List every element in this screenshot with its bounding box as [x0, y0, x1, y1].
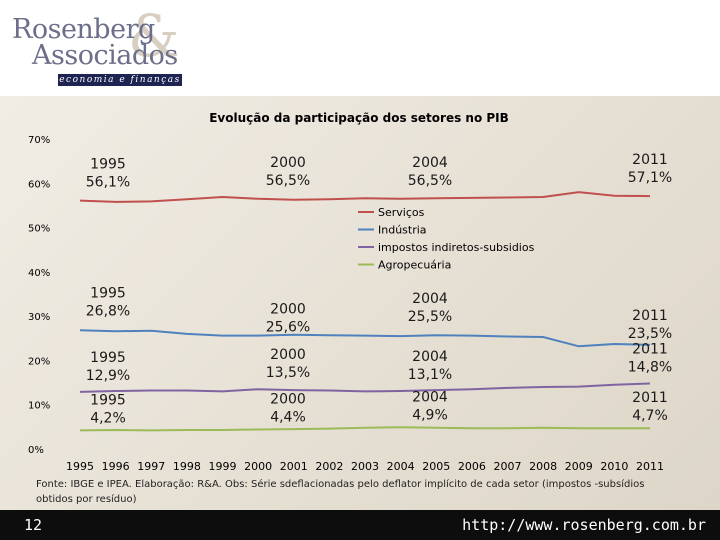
x-tick-label: 2009	[565, 460, 593, 473]
x-tick-label: 1999	[209, 460, 237, 473]
logo-name-line2: Associados	[32, 40, 178, 71]
x-tick-label: 2001	[280, 460, 308, 473]
data-annotation-line: 4,4%	[270, 410, 306, 426]
y-tick-label: 30%	[28, 312, 50, 323]
data-annotation-line: 2000	[270, 155, 306, 171]
x-tick-label: 2010	[600, 460, 628, 473]
slide-content	[0, 96, 720, 510]
data-annotation: 1995 4,2%	[90, 392, 126, 426]
data-annotation-line: 56,5%	[266, 173, 310, 189]
logo-ampersand: &	[128, 2, 180, 70]
page-number: 12	[24, 516, 43, 534]
data-annotation-line: 2000	[270, 347, 306, 363]
slide-footer: 12 http://www.rosenberg.com.br	[0, 510, 720, 540]
logo-name-line1: Rosenberg	[12, 14, 155, 45]
series-line-agropecu-ria	[79, 426, 650, 432]
data-annotation-line: 2011	[632, 152, 668, 168]
data-annotation: 2004 4,9%	[412, 389, 448, 423]
data-annotation-line: 2000	[270, 302, 306, 318]
x-tick-label: 2007	[494, 460, 522, 473]
data-annotation-line: 1995	[90, 392, 126, 408]
data-annotation: 2000 56,5%	[266, 155, 310, 189]
data-annotation-line: 13,5%	[266, 365, 310, 381]
chart-legend: Serviços Indústria impostos indiretos-subs…	[358, 206, 535, 272]
data-annotation-line: 25,6%	[266, 320, 310, 336]
x-tick-label: 1998	[173, 460, 201, 473]
x-tick-label: 1996	[102, 460, 130, 473]
legend-label: Indústria	[378, 224, 427, 237]
x-axis: 1995 1996 1997 1998 1999 2000 2001 2002 2003 2004…	[66, 460, 664, 473]
x-tick-label: 1995	[66, 460, 94, 473]
data-annotation: 2011 14,8%	[628, 341, 672, 375]
data-annotation: 2004 25,5%	[408, 291, 452, 325]
data-annotation: 2011 23,5%	[628, 308, 672, 342]
x-tick-label: 2005	[422, 460, 450, 473]
data-annotation: 2011 57,1%	[628, 152, 672, 186]
data-annotation-line: 13,1%	[408, 367, 452, 383]
x-tick-label: 2000	[244, 460, 272, 473]
series-line-impostos-indiretos-subsidios	[79, 382, 651, 393]
x-tick-label: 2011	[636, 460, 664, 473]
y-tick-label: 10%	[28, 401, 50, 412]
source-note: Fonte: IBGE e IPEA. Elaboração: R&A. Obs…	[36, 479, 645, 505]
series-lines	[79, 191, 651, 432]
data-annotation-line: 2004	[412, 291, 448, 307]
website-link[interactable]: http://www.rosenberg.com.br	[462, 516, 706, 534]
data-annotation-line: 2004	[412, 155, 448, 171]
data-annotation-line: 26,8%	[86, 303, 130, 319]
y-tick-label: 60%	[28, 179, 50, 190]
data-annotation: 2011 4,7%	[632, 390, 668, 424]
y-tick-label: 40%	[28, 268, 50, 279]
y-tick-label: 20%	[28, 356, 50, 367]
sector-share-line-chart: Evolução da participação dos setores no …	[28, 111, 672, 473]
data-annotation-line: 14,8%	[628, 359, 672, 375]
data-annotation-line: 56,5%	[408, 173, 452, 189]
x-tick-label: 2006	[458, 460, 486, 473]
data-annotation-line: 1995	[90, 285, 126, 301]
slide-header: & Rosenberg Associados economia e finanç…	[0, 0, 720, 96]
data-annotation-line: 25,5%	[408, 309, 452, 325]
data-annotation-line: 1995	[90, 157, 126, 173]
y-tick-label: 70%	[28, 135, 50, 146]
y-tick-label: 0%	[28, 445, 44, 456]
chart-title: Evolução da participação dos setores no …	[209, 111, 509, 125]
data-annotation-line: 2000	[270, 392, 306, 408]
data-annotation-line: 4,7%	[632, 408, 668, 424]
data-annotation: 2004 56,5%	[408, 155, 452, 189]
legend-label: Serviços	[378, 206, 425, 219]
data-annotation-line: 4,9%	[412, 407, 448, 423]
data-annotation-line: 12,9%	[86, 368, 130, 384]
data-annotation: 2000 4,4%	[270, 392, 306, 426]
data-annotation: 1995 56,1%	[86, 157, 130, 191]
data-annotation-line: 2011	[632, 390, 668, 406]
rosenberg-logo: & Rosenberg Associados economia e finanç…	[10, 2, 182, 86]
data-annotation: 2000 13,5%	[266, 347, 310, 381]
data-annotation-line: 4,2%	[90, 410, 126, 426]
data-annotation-line: 2011	[632, 308, 668, 324]
legend-label: impostos indiretos-subsidios	[378, 241, 535, 254]
data-annotations: 1995 56,1% 2000 56,5% 2004 56,5% 2011 57,1% 1995…	[86, 152, 672, 426]
x-tick-label: 2008	[529, 460, 557, 473]
data-annotation: 1995 26,8%	[86, 285, 130, 319]
x-tick-label: 1997	[137, 460, 165, 473]
y-tick-label: 50%	[28, 224, 50, 235]
data-annotation-line: 2011	[632, 341, 668, 357]
data-annotation-line: 2004	[412, 389, 448, 405]
data-annotation-line: 23,5%	[628, 326, 672, 342]
data-annotation: 2004 13,1%	[408, 349, 452, 383]
x-tick-label: 2003	[351, 460, 379, 473]
data-annotation-line: 1995	[90, 350, 126, 366]
data-annotation: 2000 25,6%	[266, 302, 310, 336]
logo-tagline: economia e finanças	[58, 74, 182, 86]
series-line-ind-stria	[79, 329, 651, 348]
x-tick-label: 2004	[387, 460, 415, 473]
legend-label: Agropecuária	[378, 259, 451, 272]
x-tick-label: 2002	[315, 460, 343, 473]
data-annotation-line: 2004	[412, 349, 448, 365]
series-line-servi-os	[79, 191, 651, 203]
data-annotation-line: 57,1%	[628, 170, 672, 186]
data-annotation-line: 56,1%	[86, 175, 130, 191]
y-axis: 0% 10% 20% 30% 40% 50% 60% 70%	[28, 135, 50, 456]
data-annotation: 1995 12,9%	[86, 350, 130, 384]
